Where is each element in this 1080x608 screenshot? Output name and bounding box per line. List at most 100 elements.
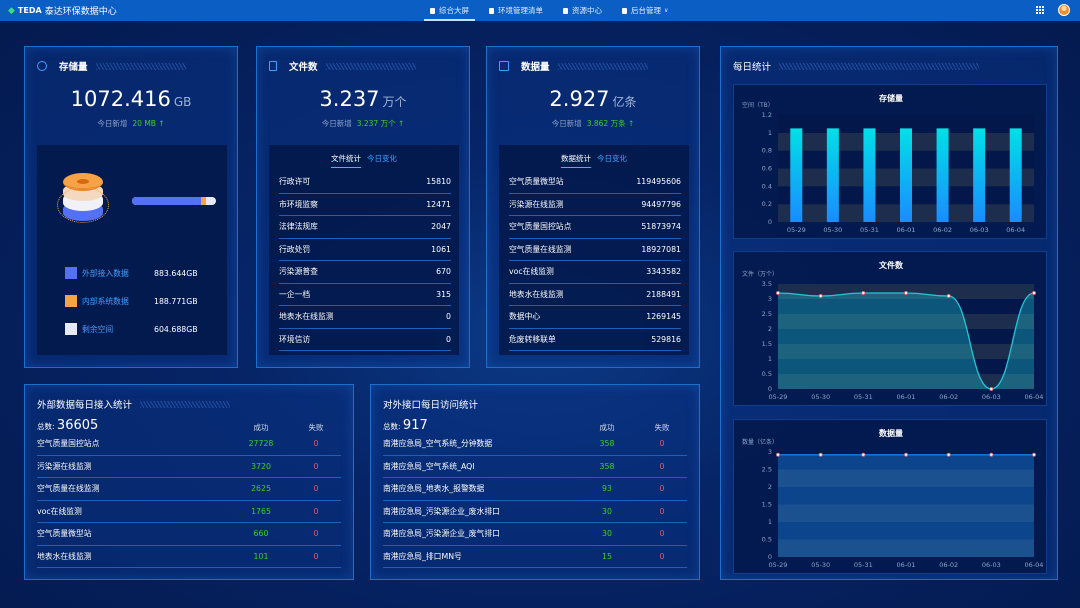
row-label: 南港应急局_污染源企业_废气排口 — [383, 529, 500, 539]
avatar[interactable] — [1058, 4, 1070, 16]
success-count: 101 — [253, 551, 269, 561]
table-row: 市环境监察 12471 — [279, 194, 451, 216]
files-increase: 今日新增 3.237 万个 ↑ — [321, 119, 405, 128]
table-row: 污染源在线监测 94497796 — [509, 194, 681, 216]
row-label: 南港应急局_空气系统_分钟数据 — [383, 439, 493, 449]
x-tick-label: 05-31 — [860, 226, 879, 234]
row-value: 0 — [446, 312, 451, 322]
row-label: 空气质量在线监测 — [509, 244, 572, 254]
y-tick-label: 1.2 — [762, 111, 772, 119]
row-value: 51873974 — [641, 222, 681, 232]
row-label: 地表水在线监测 — [279, 312, 334, 322]
tab-data-stats[interactable]: 数据统计 — [561, 154, 591, 168]
row-value: 3343582 — [646, 267, 681, 277]
bar — [936, 128, 949, 222]
row-value: 0 — [446, 334, 451, 344]
nav-env-list[interactable]: 环境管理清单 — [489, 0, 543, 21]
success-count: 15 — [602, 551, 612, 561]
success-count: 2625 — [251, 484, 271, 494]
table-row: 环境信访 0 — [279, 329, 451, 351]
grid-band — [778, 115, 1034, 133]
data-point — [946, 452, 951, 457]
success-count: 3720 — [251, 461, 271, 471]
x-tick-label: 06-01 — [897, 226, 916, 234]
data-point — [776, 452, 781, 457]
data-point — [861, 291, 866, 296]
row-value: 1269145 — [646, 312, 681, 322]
external-table: 空气质量国控站点 27728 0 污染源在线监测 3720 0 空气质量在线监测 2625 0 v… — [37, 433, 341, 568]
row-value: 12471 — [426, 199, 451, 209]
x-tick-label: 05-30 — [811, 393, 830, 401]
tab-today-change[interactable]: 今日变化 — [597, 154, 627, 163]
bar — [826, 128, 839, 222]
fail-count: 0 — [313, 506, 319, 516]
y-tick-label: 0.4 — [762, 182, 772, 190]
data-list: 空气质量微型站 119495606 污染源在线监测 94497796 空气质量国控站点 5… — [509, 171, 681, 351]
apps-grid-icon[interactable] — [1036, 6, 1044, 14]
y-tick-label: 0.6 — [762, 165, 772, 173]
success-count: 27728 — [248, 439, 274, 449]
table-row: 行政处罚 1061 — [279, 239, 451, 261]
success-count: 30 — [602, 529, 612, 539]
grid-band — [778, 522, 1034, 540]
y-tick-label: 1 — [768, 129, 772, 137]
y-axis-label: 数量（亿条） — [742, 438, 778, 446]
table-row: 数据中心 1269145 — [509, 306, 681, 329]
tab-today-change[interactable]: 今日变化 — [367, 154, 397, 163]
page-icon — [489, 7, 494, 14]
grid-band — [778, 469, 1034, 487]
table-row: 污染源在线监测 3720 0 — [37, 456, 341, 478]
table-row: 南港应急局_污染源企业_废水排口 30 0 — [383, 501, 687, 523]
external-total: 36605 — [56, 418, 99, 433]
nav-resources[interactable]: 资源中心 — [563, 0, 602, 21]
grid-band — [778, 359, 1034, 374]
table-row: 行政许可 15810 — [279, 171, 451, 194]
data-point — [989, 386, 994, 391]
table-row: 空气质量国控站点 27728 0 — [37, 433, 341, 456]
tab-file-stats[interactable]: 文件统计 — [331, 154, 361, 168]
x-tick-label: 05-31 — [854, 393, 873, 401]
x-tick-label: 05-29 — [769, 393, 788, 401]
api-total: 917 — [402, 418, 428, 433]
fail-count: 0 — [659, 439, 665, 449]
x-tick-label: 06-03 — [970, 226, 989, 234]
row-label: 空气质量微型站 — [509, 177, 564, 187]
bar — [790, 128, 803, 222]
fail-count: 0 — [659, 551, 665, 561]
fail-count: 0 — [659, 529, 665, 539]
fail-count: 0 — [313, 484, 319, 494]
row-label: 一企一档 — [279, 289, 311, 299]
row-label: 污染源在线监测 — [37, 461, 92, 471]
main-nav: 综合大屏 环境管理清单 资源中心 后台管理 ∨ — [424, 0, 688, 21]
top-bar: ◆ TEDA 泰达环保数据中心 综合大屏 环境管理清单 资源中心 后台管理 ∨ — [0, 0, 1080, 21]
row-label: 环境信访 — [279, 334, 311, 344]
fail-count: 0 — [313, 439, 319, 449]
row-value: 2188491 — [646, 289, 681, 299]
success-count: 660 — [253, 529, 269, 539]
table-row: voc在线监测 1765 0 — [37, 501, 341, 523]
logo[interactable]: ◆ TEDA 泰达环保数据中心 — [8, 5, 117, 18]
data-point — [776, 291, 781, 296]
data-point — [861, 452, 866, 457]
grid-band — [778, 299, 1034, 314]
external-ingest-card: 外部数据每日接入统计 总数: 36605 成功 失败 空气质量国控站点 27728 0 污… — [24, 384, 354, 580]
y-tick-label: 0.2 — [762, 200, 772, 208]
data-point — [903, 291, 908, 296]
y-tick-label: 3 — [768, 295, 772, 303]
nav-dashboard[interactable]: 综合大屏 — [424, 0, 475, 21]
x-tick-label: 05-31 — [854, 561, 873, 569]
data-total: 2.927 亿条 — [549, 87, 637, 111]
y-tick-label: 0 — [768, 385, 772, 393]
data-point — [1031, 452, 1036, 457]
row-label: 南港应急局_地表水_报警数据 — [383, 484, 485, 494]
row-label: 地表水在线监测 — [509, 289, 564, 299]
chevron-down-icon: ∨ — [664, 7, 669, 14]
chart-trend-icon — [499, 61, 509, 71]
fail-count: 0 — [659, 484, 665, 494]
legend-internal: 内部系统数据 188.771GB — [65, 295, 198, 307]
nav-admin[interactable]: 后台管理 ∨ — [622, 0, 668, 21]
row-label: 空气质量国控站点 — [509, 222, 572, 232]
y-tick-label: 3.5 — [762, 280, 772, 288]
fail-count: 0 — [313, 461, 319, 471]
